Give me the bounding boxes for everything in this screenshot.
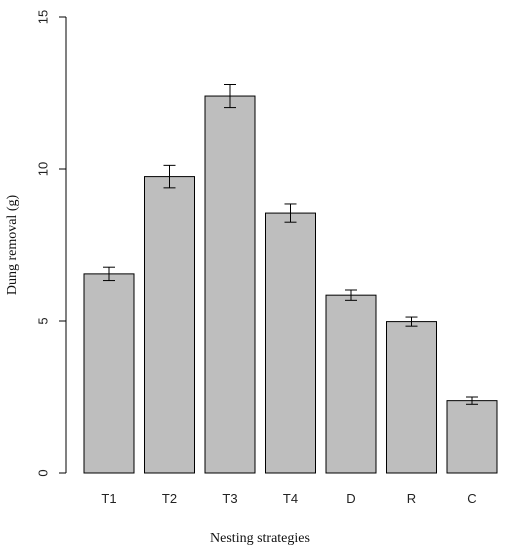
x-tick-label-c: C bbox=[467, 491, 476, 506]
error-bar-t1 bbox=[103, 266, 115, 282]
x-tick-label-t3: T3 bbox=[222, 491, 237, 506]
x-axis-label: Nesting strategies bbox=[210, 531, 310, 546]
x-tick-label-t4: T4 bbox=[283, 491, 298, 506]
error-bar-c bbox=[466, 396, 478, 405]
bar-t4 bbox=[265, 212, 316, 474]
bar-t1 bbox=[83, 273, 135, 474]
bar-r bbox=[386, 321, 437, 474]
bar-t3 bbox=[204, 95, 256, 474]
bars-group bbox=[83, 95, 498, 474]
y-tick-label: 0 bbox=[35, 469, 50, 476]
error-bar-t3 bbox=[224, 83, 236, 109]
x-tick-label-r: R bbox=[407, 491, 416, 506]
y-tick-label: 10 bbox=[35, 162, 50, 176]
y-ticks-group: 0 5 10 15 bbox=[35, 10, 66, 477]
error-bar-r bbox=[405, 316, 418, 327]
bar-c bbox=[446, 400, 498, 474]
error-bar-d bbox=[345, 289, 357, 301]
y-tick-label: 15 bbox=[35, 10, 50, 24]
bar-d bbox=[325, 294, 377, 474]
y-tick-label: 5 bbox=[35, 317, 50, 324]
x-ticks-group: T1 T2 T3 T4 D R C bbox=[101, 491, 476, 506]
x-tick-label-t1: T1 bbox=[101, 491, 116, 506]
error-bar-t4 bbox=[284, 203, 297, 223]
x-tick-label-t2: T2 bbox=[162, 491, 177, 506]
y-axis-label: Dung removal (g) bbox=[5, 195, 20, 296]
error-bar-t2 bbox=[163, 164, 176, 189]
bar-t2 bbox=[144, 176, 195, 474]
x-tick-label-d: D bbox=[346, 491, 355, 506]
error-bars-group bbox=[103, 83, 478, 405]
